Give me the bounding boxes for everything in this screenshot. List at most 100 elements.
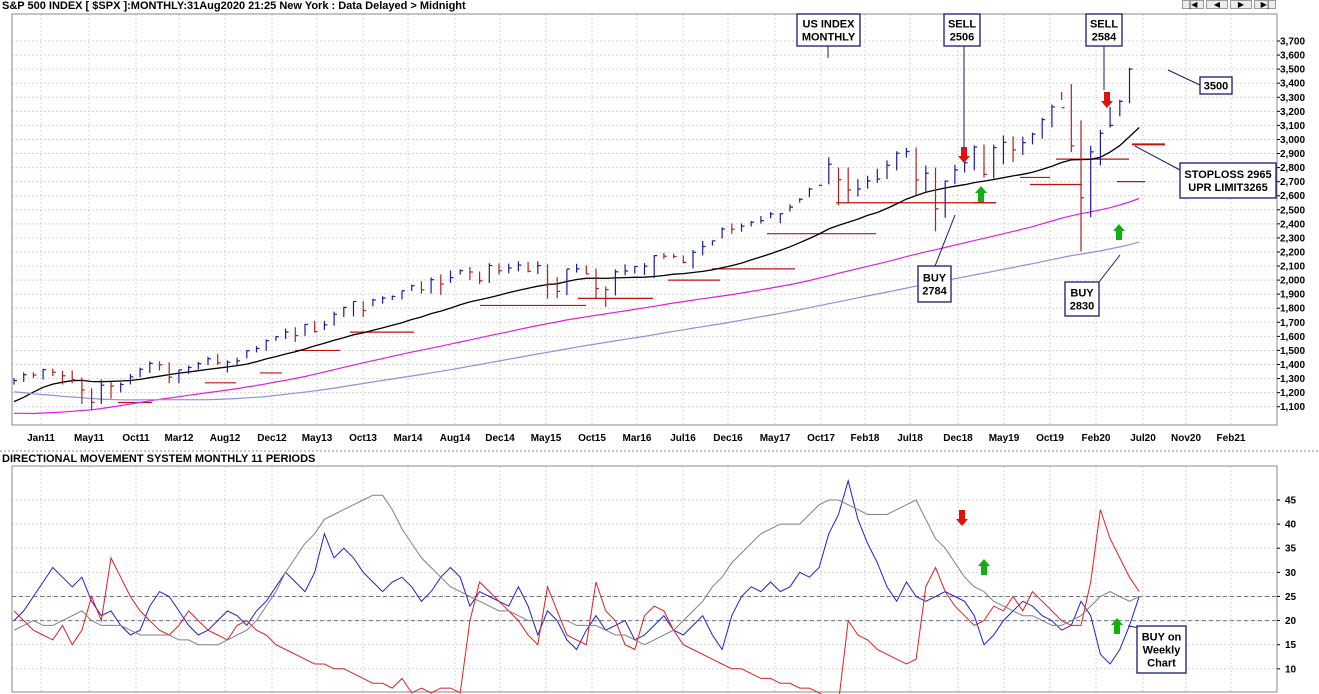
price-bar: [537, 261, 541, 274]
price-bar: [1090, 145, 1094, 218]
next-button[interactable]: ▶: [1230, 0, 1252, 9]
dms-y-tick-label: 30: [1285, 568, 1297, 579]
price-bar: [401, 290, 405, 300]
axes: Jan11 May11 Oct11 Mar12 Aug12 Dec12 May13 Oct13…: [27, 37, 1305, 676]
price-bar: [760, 216, 764, 224]
y-tick-label: 1,900: [1280, 290, 1305, 301]
x-tick-label: Dec16: [713, 433, 743, 444]
price-bar: [750, 221, 755, 227]
price-bar: [314, 320, 318, 333]
price-bar: [837, 167, 842, 206]
x-tick-label: Dec18: [943, 433, 973, 444]
first-button[interactable]: |◀: [1182, 0, 1204, 9]
price-bar: [188, 365, 192, 374]
x-tick-label: Jan11: [27, 433, 55, 444]
annotation-text: BUY: [1070, 288, 1094, 300]
annotation-frame: [917, 265, 952, 303]
price-bar: [420, 281, 425, 294]
price-bar: [575, 263, 580, 273]
price-bar: [896, 151, 900, 171]
price-bar: [1128, 67, 1133, 104]
price-bar: [226, 360, 231, 373]
y-tick-label: 2,600: [1280, 191, 1305, 202]
price-bar: [1070, 84, 1075, 153]
annotation-frame: [1179, 162, 1277, 199]
price-bar: [847, 167, 852, 203]
x-tick-label: Jul20: [1130, 433, 1156, 444]
price-bar: [61, 370, 66, 385]
price-bar: [925, 165, 929, 192]
price-bar: [129, 373, 134, 385]
price-bar: [905, 147, 910, 158]
price-bar: [624, 264, 629, 276]
x-tick-label: May17: [760, 433, 791, 444]
y-tick-label: 1,300: [1280, 374, 1305, 385]
price-bar: [382, 296, 386, 304]
dms-chart-title: DIRECTIONAL MOVEMENT SYSTEM MONTHLY 11 P…: [2, 453, 315, 465]
price-bar: [449, 270, 454, 283]
annotation-frame: [1064, 281, 1100, 317]
y-tick-label: 2,400: [1280, 219, 1305, 230]
last-button[interactable]: ▶|: [1254, 0, 1276, 9]
price-bar: [983, 144, 987, 178]
y-tick-label: 1,600: [1280, 332, 1305, 343]
price-bar: [857, 179, 861, 197]
price-bar: [954, 164, 958, 185]
price-bar: [866, 175, 871, 189]
price-bar: [285, 328, 289, 340]
price-bar: [469, 266, 473, 280]
annotation-text: 2584: [1092, 32, 1117, 44]
dms-sell-arrow: [956, 510, 968, 526]
x-tick-label: Oct19: [1036, 433, 1064, 444]
price-bars: [13, 67, 1133, 411]
price-bar: [702, 241, 706, 256]
price-bar: [653, 255, 658, 279]
price-bar: [139, 367, 144, 378]
y-tick-label: 3,000: [1280, 135, 1305, 146]
dms-y-tick-label: 10: [1285, 664, 1297, 675]
x-tick-label: Feb18: [851, 433, 880, 444]
price-bar: [1109, 106, 1114, 128]
x-tick-label: Aug12: [210, 433, 241, 444]
x-tick-label: Oct11: [122, 433, 150, 444]
price-bar: [178, 369, 182, 384]
price-bar: [304, 323, 308, 336]
price-bar: [42, 368, 47, 380]
x-tick-label: May11: [74, 433, 104, 444]
price-bar: [1041, 117, 1046, 139]
y-tick-label: 2,300: [1280, 233, 1305, 244]
prev-button[interactable]: ◀: [1206, 0, 1228, 9]
y-tick-label: 2,700: [1280, 177, 1305, 188]
sell-arrow: [1101, 92, 1113, 108]
y-tick-label: 2,200: [1280, 247, 1305, 258]
dms-buy-arrow: [978, 559, 990, 575]
price-bar: [207, 356, 211, 366]
price-bar: [430, 277, 435, 294]
y-tick-label: 2,100: [1280, 262, 1305, 273]
price-bar: [168, 362, 173, 384]
price-bar: [663, 252, 667, 260]
annotation-leader: [1134, 145, 1181, 171]
signal-arrows: [956, 92, 1125, 634]
annotations: US INDEXMONTHLYSELL2506SELL25843500STOPL…: [796, 13, 1277, 674]
price-bar: [1002, 135, 1007, 165]
moving-average-line: [13, 241, 1140, 401]
y-tick-label: 2,900: [1280, 149, 1305, 160]
price-bar: [595, 268, 599, 299]
price-bar: [721, 227, 726, 239]
x-tick-label: Oct13: [349, 433, 377, 444]
price-bar: [265, 339, 270, 351]
dms-line: [13, 494, 1140, 646]
x-tick-label: Oct17: [807, 433, 835, 444]
price-bar: [236, 357, 241, 365]
price-bar: [23, 372, 27, 382]
price-bar: [71, 370, 76, 384]
annotation-frame: [1136, 625, 1187, 674]
annotation-box: 3500: [1167, 69, 1233, 95]
price-bar: [585, 265, 590, 275]
moving-average-line: [14, 197, 1140, 415]
price-bar: [246, 350, 250, 359]
price-bar: [217, 354, 221, 366]
